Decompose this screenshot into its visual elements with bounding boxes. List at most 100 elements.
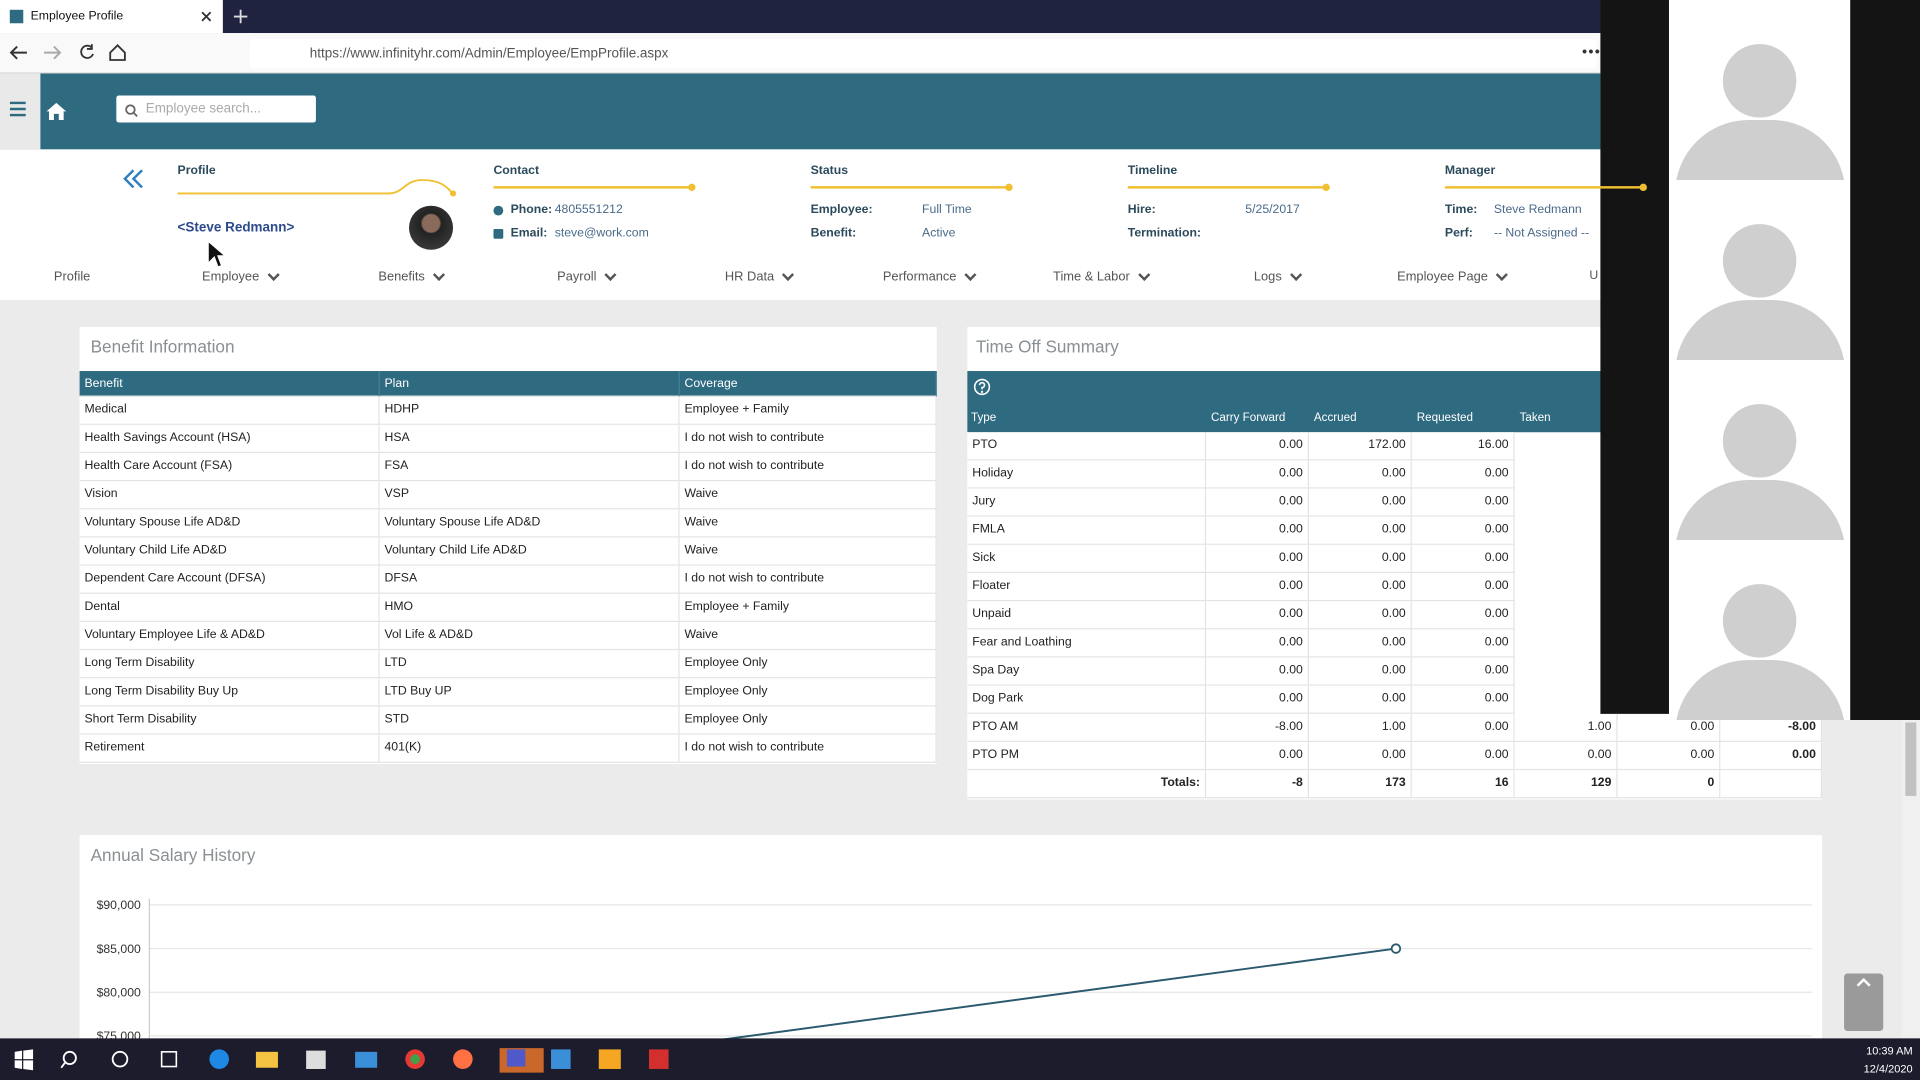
nav-tab[interactable]: Payroll: [557, 269, 597, 285]
table-cell: Holiday: [967, 460, 1207, 489]
table-cell: FSA: [379, 453, 680, 482]
scroll-top-button[interactable]: [1844, 973, 1884, 1032]
table-cell: PTO PM: [967, 742, 1207, 771]
up-arrow: [1856, 977, 1871, 987]
avatar-head: [1722, 404, 1797, 478]
table-cell: 0.00: [1308, 601, 1412, 630]
table-cell: PTO: [967, 432, 1207, 461]
table-cell: Floater: [967, 573, 1207, 602]
nav-buttons[interactable]: [7, 43, 136, 63]
table-cell: 0.00: [1206, 516, 1309, 545]
url-bar[interactable]: [249, 39, 1597, 69]
table-cell: I do not wish to contribute: [679, 453, 937, 482]
field-label: Employee:: [810, 203, 873, 217]
field-value: 4805551212: [554, 203, 623, 217]
table-cell: 0.00: [1308, 516, 1412, 545]
section-dot: [688, 183, 696, 192]
nav-tab[interactable]: Employee Page: [1397, 269, 1488, 285]
table-cell: 0.00: [1206, 460, 1309, 489]
table-cell: Dependent Care Account (DFSA): [79, 565, 380, 594]
section-line: [1127, 186, 1327, 189]
panel-title: Benefit Information: [90, 336, 235, 357]
section-heading: Manager: [1444, 164, 1496, 178]
scrollbar[interactable]: [1901, 720, 1920, 1039]
nav-tab[interactable]: Performance: [882, 269, 957, 285]
scroll-thumb[interactable]: [1905, 722, 1917, 796]
profile-line: [177, 179, 457, 197]
table-cell: Jury: [967, 488, 1207, 517]
section-heading: Timeline: [1127, 164, 1178, 178]
browser-tab[interactable]: [0, 0, 223, 34]
column-header: Type: [971, 411, 997, 425]
home-icon[interactable]: [45, 102, 67, 122]
table-cell: Employee + Family: [679, 593, 937, 623]
nav-tab[interactable]: HR Data: [724, 269, 775, 285]
field-value: -- Not Assigned --: [1493, 226, 1590, 240]
section-dot: [1639, 183, 1647, 192]
table-cell: Spa Day: [967, 657, 1207, 686]
table-cell: 0.00: [1411, 713, 1515, 743]
table-cell: 0.00: [1206, 601, 1309, 630]
field-icon: [493, 228, 504, 239]
new-tab[interactable]: [233, 9, 249, 25]
search-icon: [125, 104, 138, 117]
table-cell: 0.00: [1308, 460, 1412, 489]
table-cell: Short Term Disability: [79, 706, 380, 735]
salary-point: [1390, 943, 1402, 954]
table-cell: 0.00: [1617, 742, 1721, 771]
nav-tab[interactable]: Profile: [53, 269, 91, 285]
y-tick-label: $85,000: [97, 942, 141, 956]
table-cell: Long Term Disability Buy Up: [79, 678, 380, 707]
table-cell: VSP: [379, 481, 680, 510]
y-tick-label: $90,000: [97, 898, 141, 912]
panel-title: Time Off Summary: [975, 336, 1119, 357]
favicon: [9, 9, 24, 24]
employee-name[interactable]: <Steve Redmann>: [177, 220, 295, 236]
table-cell: 0.00: [1206, 657, 1309, 686]
table-cell: 0.00: [1411, 685, 1515, 714]
avatar-head: [1722, 584, 1797, 658]
table-cell: FMLA: [967, 516, 1207, 545]
table-cell: Employee Only: [679, 706, 937, 735]
panel-title: Annual Salary History: [90, 844, 256, 865]
clock-date: 12/4/2020: [1863, 1062, 1913, 1076]
tab-close[interactable]: [200, 10, 213, 23]
section-heading: Contact: [493, 164, 540, 178]
table-cell: Vol Life & AD&D: [379, 622, 680, 651]
taskbar-icons[interactable]: [12, 1048, 698, 1073]
hamburger-icon: [9, 101, 26, 117]
nav-tab[interactable]: Employee: [202, 269, 260, 285]
field-icon: [493, 205, 504, 216]
mouse-cursor: [207, 240, 227, 268]
field-value: steve@work.com: [554, 226, 649, 240]
nav-tab[interactable]: Benefits: [378, 269, 425, 285]
table-cell: 16.00: [1411, 432, 1515, 461]
table-cell: 0.00: [1206, 488, 1309, 517]
table-cell: HDHP: [379, 396, 680, 425]
field-label: Hire:: [1127, 203, 1156, 217]
menu-toggle[interactable]: [0, 73, 41, 150]
menu-dots[interactable]: •••: [1582, 42, 1602, 60]
table-cell: 1.00: [1308, 713, 1412, 743]
nav-tab[interactable]: Time & Labor: [1053, 269, 1130, 285]
table-cell: Voluntary Child Life AD&D: [379, 537, 680, 566]
table-cell: Retirement: [79, 734, 380, 763]
profile-strip: [0, 149, 1601, 300]
column-header: Requested: [1416, 411, 1474, 425]
table-cell: STD: [379, 706, 680, 735]
section-heading: Status: [810, 164, 849, 178]
table-cell: 0.00: [1308, 742, 1412, 771]
nav-tab[interactable]: Logs: [1253, 269, 1282, 285]
avatar-head: [1722, 224, 1797, 298]
table-cell: 0.00: [1206, 685, 1309, 714]
totals-cell: -8: [1206, 770, 1309, 799]
table-cell: 0.00: [1411, 516, 1515, 545]
help-icon[interactable]: [973, 378, 991, 396]
table-cell: 0.00: [1308, 685, 1412, 714]
collapse-button[interactable]: [122, 168, 144, 190]
employee-search[interactable]: [116, 95, 316, 123]
table-cell: 0.00: [1206, 544, 1309, 574]
table-cell: LTD: [379, 650, 680, 679]
field-label: Time:: [1444, 203, 1478, 217]
